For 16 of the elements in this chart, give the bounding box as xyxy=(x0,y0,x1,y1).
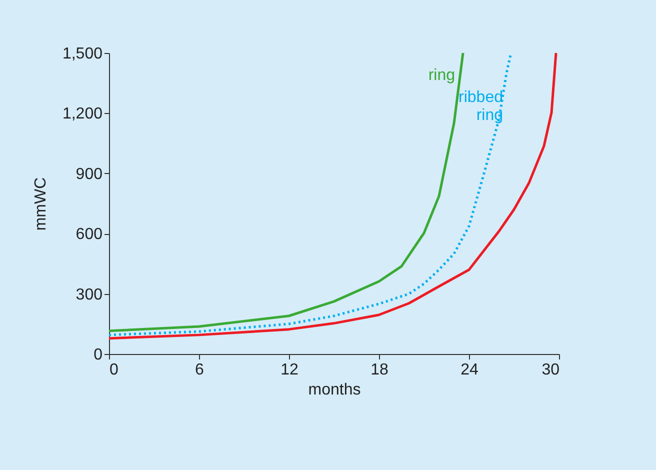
y-axis-title: mmWC xyxy=(32,177,50,231)
x-tick-label: 0 xyxy=(110,362,118,378)
y-tick-label: 1,200 xyxy=(62,106,103,123)
y-tick-label: 900 xyxy=(76,166,103,183)
y-tick-label: 0 xyxy=(94,346,103,364)
y-tick-label: 300 xyxy=(76,286,103,304)
x-tick-label: 12 xyxy=(280,362,298,378)
x-axis-title: months xyxy=(308,382,361,398)
x-tick-label: 24 xyxy=(460,362,478,378)
y-tick-label: 1,500 xyxy=(62,46,103,62)
x-tick-label: 30 xyxy=(542,362,560,378)
series-label: ribbed ring xyxy=(458,89,503,124)
series-label: ring xyxy=(428,67,455,84)
y-tick-label: 600 xyxy=(76,226,103,244)
x-tick-label: 6 xyxy=(195,362,204,378)
x-tick-label: 18 xyxy=(370,362,388,378)
